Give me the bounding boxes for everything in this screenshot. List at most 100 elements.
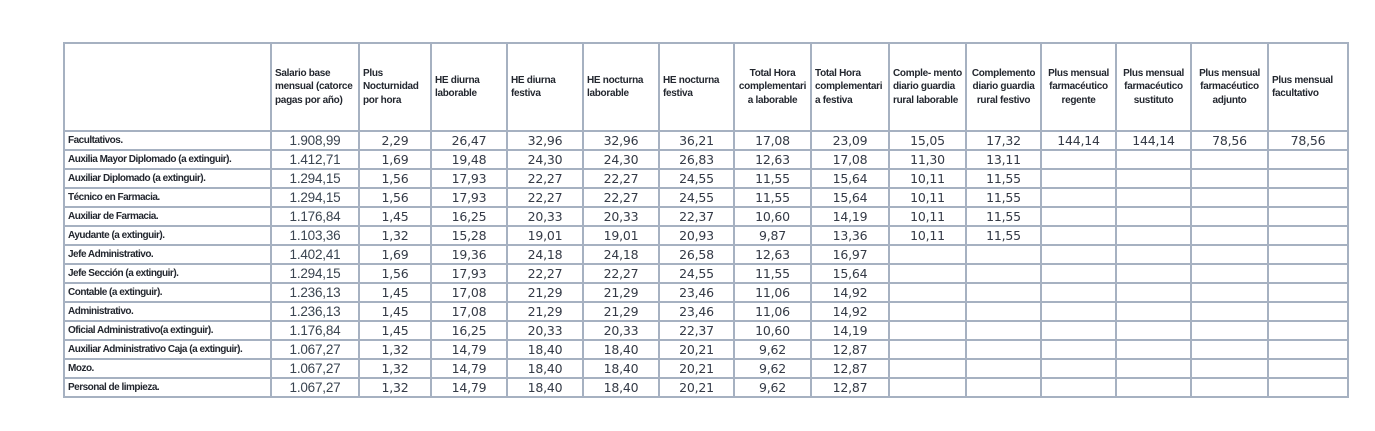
table-cell: 18,40	[582, 339, 660, 360]
table-cell: 10,11	[888, 187, 967, 208]
table-cell	[1267, 263, 1349, 284]
table-cell: 16,25	[430, 206, 508, 227]
table-cell: 13,36	[810, 225, 890, 246]
table-cell: 11,55	[965, 168, 1042, 189]
column-header: Plus Nocturnidad por hora	[358, 42, 432, 132]
row-label: Auxiliar Administrativo Caja (a extingui…	[63, 339, 272, 360]
table-cell: 14,79	[430, 358, 508, 379]
table-cell: 1,69	[358, 149, 432, 170]
table-cell: 20,33	[582, 206, 660, 227]
table-cell: 24,30	[506, 149, 584, 170]
table-cell	[965, 339, 1042, 360]
table-cell: 1,56	[358, 263, 432, 284]
table-cell: 17,08	[430, 301, 508, 322]
table-cell: 1.402,41	[270, 244, 360, 265]
table-cell: 1,32	[358, 377, 432, 398]
table-cell: 16,97	[810, 244, 890, 265]
table-cell: 11,06	[733, 301, 812, 322]
table-cell: 18,40	[582, 377, 660, 398]
table-cell: 17,32	[965, 130, 1042, 151]
row-label: Auxiliar de Farmacia.	[63, 206, 272, 227]
table-cell: 24,18	[582, 244, 660, 265]
table-cell	[965, 320, 1042, 341]
table-cell	[1190, 225, 1269, 246]
table-row: Jefe Administrativo. 1.402,41 1,69 19,36 24,…	[63, 244, 1349, 265]
table-cell: 14,79	[430, 377, 508, 398]
table-cell: 15,05	[888, 130, 967, 151]
table-cell	[1040, 377, 1117, 398]
table-cell	[1040, 244, 1117, 265]
table-cell: 11,55	[965, 206, 1042, 227]
table-cell: 20,21	[658, 339, 735, 360]
table-cell: 1,56	[358, 187, 432, 208]
table-row: Facultativos. 1.908,99 2,29 26,47 32,96 32,96…	[63, 130, 1349, 151]
table-cell: 10,11	[888, 168, 967, 189]
table-cell	[1040, 358, 1117, 379]
table-cell	[1267, 301, 1349, 322]
table-cell	[1190, 187, 1269, 208]
table-cell: 32,96	[582, 130, 660, 151]
table-cell	[1115, 320, 1192, 341]
table-cell	[1115, 206, 1192, 227]
table-cell: 10,11	[888, 206, 967, 227]
row-label: Ayudante (a extinguir).	[63, 225, 272, 246]
table-cell	[888, 282, 967, 303]
column-header: HE nocturna festiva	[658, 42, 735, 132]
row-label: Auxiliar Diplomado (a extinguir).	[63, 168, 272, 189]
column-header: Plus mensual farmacéutico adjunto	[1190, 42, 1269, 132]
table-cell	[1115, 225, 1192, 246]
table-cell	[1190, 244, 1269, 265]
row-label: Mozo.	[63, 358, 272, 379]
table-cell: 1.294,15	[270, 263, 360, 284]
table-row: Personal de limpieza. 1.067,27 1,32 14,79 18…	[63, 377, 1349, 398]
table-cell	[1267, 225, 1349, 246]
table-cell: 1,45	[358, 301, 432, 322]
column-header: Total Hora complementari a festiva	[810, 42, 890, 132]
table-cell	[1115, 168, 1192, 189]
table-cell: 14,79	[430, 339, 508, 360]
table-cell	[1267, 244, 1349, 265]
row-label: Contable (a extinguir).	[63, 282, 272, 303]
table-cell	[1115, 244, 1192, 265]
row-label: Técnico en Farmacia.	[63, 187, 272, 208]
table-cell: 22,37	[658, 206, 735, 227]
table-cell	[1115, 263, 1192, 284]
column-header: HE nocturna laborable	[582, 42, 660, 132]
header-row: Salario base mensual (catorce pagas por …	[63, 42, 1349, 132]
table-cell	[1190, 206, 1269, 227]
table-cell: 18,40	[582, 358, 660, 379]
table-cell: 15,28	[430, 225, 508, 246]
table-cell: 14,92	[810, 301, 890, 322]
row-label: Oficial Administrativo(a extinguir).	[63, 320, 272, 341]
table-cell: 1.908,99	[270, 130, 360, 151]
table-cell	[1040, 282, 1117, 303]
table-cell	[1040, 149, 1117, 170]
table-row: Auxiliar Diplomado (a extinguir). 1.294,1…	[63, 168, 1349, 189]
table-cell: 22,37	[658, 320, 735, 341]
table-cell	[1267, 168, 1349, 189]
table-cell: 11,06	[733, 282, 812, 303]
table-cell	[1190, 377, 1269, 398]
table-cell: 24,55	[658, 187, 735, 208]
table-cell	[1040, 187, 1117, 208]
table-cell: 9,87	[733, 225, 812, 246]
table-row: Jefe Sección (a extinguir). 1.294,15 1,56 1…	[63, 263, 1349, 284]
table-cell: 20,21	[658, 377, 735, 398]
table-row: Auxiliar de Farmacia. 1.176,84 1,45 16,25 20…	[63, 206, 1349, 227]
table-cell	[1267, 149, 1349, 170]
table-cell: 20,33	[506, 206, 584, 227]
table-cell: 1,32	[358, 339, 432, 360]
table-cell: 11,30	[888, 149, 967, 170]
row-label: Facultativos.	[63, 130, 272, 151]
table-cell: 17,93	[430, 168, 508, 189]
table-cell: 23,46	[658, 301, 735, 322]
table-cell: 19,48	[430, 149, 508, 170]
table-cell: 12,87	[810, 377, 890, 398]
table-cell: 36,21	[658, 130, 735, 151]
table-cell: 1.067,27	[270, 358, 360, 379]
table-cell	[1267, 377, 1349, 398]
table-cell	[965, 263, 1042, 284]
table-cell: 17,08	[430, 282, 508, 303]
table-cell: 11,55	[733, 168, 812, 189]
table-cell	[888, 263, 967, 284]
